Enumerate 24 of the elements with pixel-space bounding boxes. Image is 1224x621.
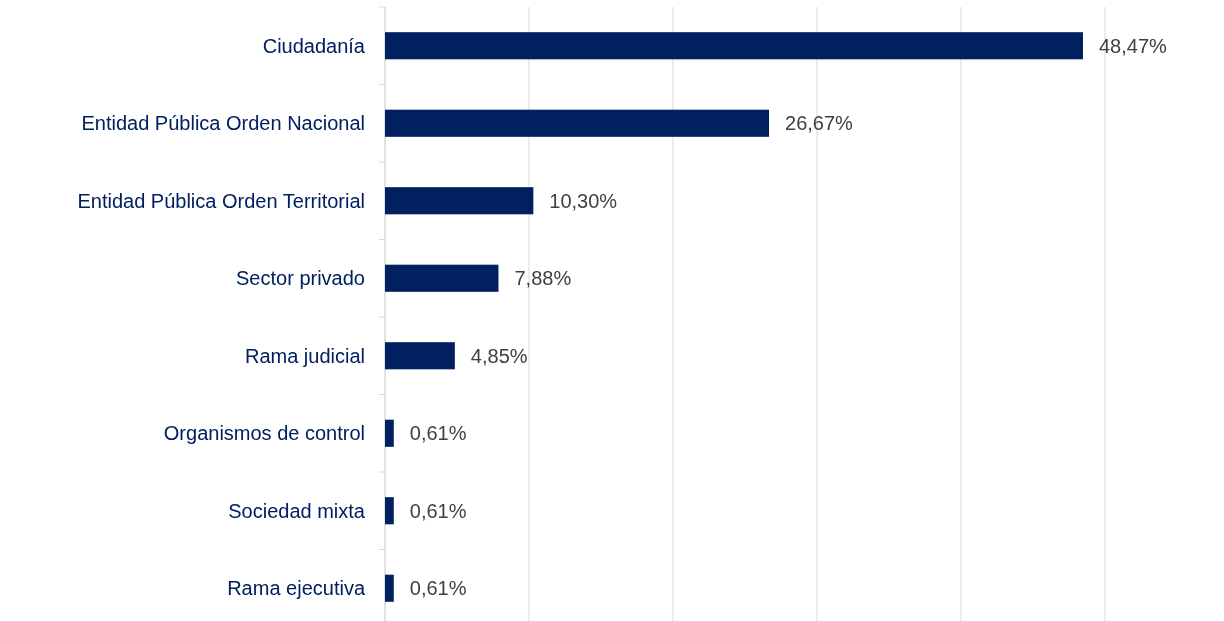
bar	[385, 32, 1083, 60]
y-tick-label: Rama judicial	[244, 344, 365, 367]
y-tick-label: Ciudadanía	[262, 34, 366, 57]
y-tick-label: Entidad Pública Orden Nacional	[81, 112, 365, 135]
data-label: 7,88%	[514, 267, 572, 290]
data-label: 10,30%	[549, 189, 618, 212]
bar	[385, 109, 770, 137]
bar	[385, 574, 394, 602]
bar	[385, 187, 534, 215]
bar	[385, 497, 394, 525]
bar	[385, 264, 499, 292]
y-tick-label: Entidad Pública Orden Territorial	[77, 189, 365, 212]
bar	[385, 419, 394, 447]
bar	[385, 342, 455, 370]
data-label: 26,67%	[785, 112, 854, 135]
data-label: 48,47%	[1098, 34, 1168, 57]
y-tick-label: Sector privado	[236, 267, 365, 290]
y-tick-label: Rama ejecutiva	[227, 577, 366, 600]
data-label: 0,61%	[409, 577, 467, 600]
data-label: 0,61%	[409, 499, 467, 522]
data-label: 4,85%	[470, 344, 528, 367]
y-tick-label: Sociedad mixta	[228, 499, 366, 522]
y-tick-label: Organismos de control	[163, 422, 365, 445]
data-label: 0,61%	[409, 422, 467, 445]
